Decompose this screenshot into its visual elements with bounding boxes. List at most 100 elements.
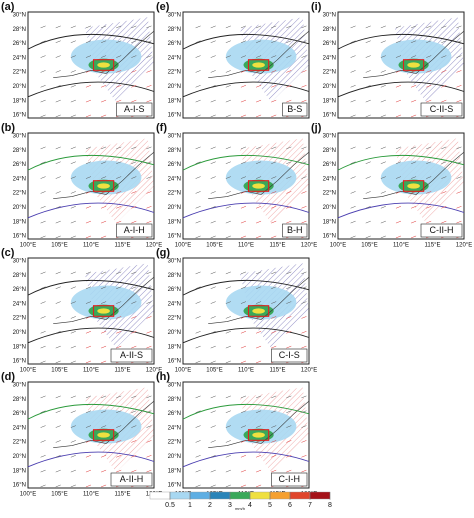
wind-vector [350,70,356,73]
panel-letter: (e) [156,1,170,13]
contour [182,81,310,98]
wind-vector [301,331,307,334]
contour [27,451,155,468]
wind-vector [210,301,216,304]
wind-vector [286,70,292,73]
wind-vector [380,176,386,179]
lat-label: 30°N [13,259,26,265]
wind-vector [70,455,76,458]
lat-label: 26°N [13,162,26,168]
wind-vector [426,70,432,73]
wind-vector [210,161,216,164]
lat-label: 20°N [168,330,181,336]
wind-vector [70,176,76,179]
wind-vector [225,425,231,428]
wind-vector [100,301,107,304]
wind-vector [70,235,76,239]
wind-vector [131,271,137,275]
wind-vector [395,55,402,58]
wind-vector [380,40,386,43]
wind-vector [131,70,137,73]
wind-vector [55,55,61,58]
wind-vector [240,191,247,194]
wind-vector [301,286,307,289]
wind-vector [426,25,432,29]
wind-vector [225,440,231,443]
wind-vector [271,469,277,473]
wind-vector [195,40,201,43]
wind-vector [146,286,152,289]
wind-vector [70,271,76,275]
lon-label: 105°E [51,243,67,249]
panel-tag: C-II-H [430,225,454,235]
wind-vector [350,114,356,118]
wind-vector [410,146,417,150]
wind-vector [255,286,262,289]
contour [27,403,155,420]
wind-vector [116,301,122,304]
wind-vector [210,85,216,88]
wind-vector [271,99,277,103]
coastline [208,151,310,199]
lat-label: 26°N [13,41,26,47]
wind-vector [225,395,231,399]
wind-vector [410,85,417,88]
wind-vector [146,191,152,194]
wind-vector [131,99,137,103]
wind-vector [85,331,92,334]
wind-vector [55,191,61,194]
wind-vector [271,191,277,194]
wind-vector [225,331,231,334]
lat-label: 18°N [323,219,336,225]
wind-vector [210,70,216,73]
wind-vector [195,484,201,488]
tag-box [420,102,463,117]
lon-label: 105°E [51,492,67,498]
map-panel: (h) C-I-H 30°N 28°N 26°N 24°N 22°N 20°N 18°N 16°N… [156,371,317,498]
wind-vector [85,395,92,399]
wind-vector [131,469,137,473]
colorbar-swatch [229,491,251,500]
wind-vector [255,114,262,118]
wind-vector [70,85,76,88]
wind-vector [380,70,386,73]
wind-vector [85,410,92,413]
wind-vector [240,301,247,304]
wind-vector [131,345,137,349]
map-panel: (b) A-I-H 30°N 28°N 26°N 24°N 22°N 20°N 18°N 16°N… [1,122,162,249]
wind-vector [240,345,247,349]
lat-label: 24°N [13,425,26,431]
wind-vector [40,271,46,275]
wind-vector [195,345,201,349]
lat-label: 26°N [13,287,26,293]
wind-vector [40,161,46,164]
lat-label: 20°N [168,84,181,90]
wind-vector [395,114,402,118]
wind-vector [271,331,277,334]
lat-label: 24°N [168,55,181,61]
contour [337,202,465,219]
wind-vector [301,345,307,349]
wind-vector [255,99,262,103]
wind-vector [255,161,262,164]
wind-vector [410,161,417,164]
wind-vector [55,25,61,29]
wind-vector [70,331,76,334]
wind-vector [55,176,61,179]
target-box [247,59,270,71]
lat-label: 28°N [13,27,26,33]
wind-vector [240,220,247,224]
wind-vector [255,206,262,209]
wind-vector [70,40,76,43]
colorbar-label: 6 [288,502,292,509]
rain-light [225,409,297,444]
lon-label: 115°E [115,243,131,249]
map-panel: (a) A-I-S 30°N 28°N 26°N 24°N 22°N 20°N 18°N 16°N [1,1,155,119]
lat-label: 28°N [13,273,26,279]
target-box [247,429,270,441]
wind-vector [210,25,216,29]
wind-vector [255,455,262,458]
wind-vector [70,484,76,488]
wind-vector [85,235,92,239]
